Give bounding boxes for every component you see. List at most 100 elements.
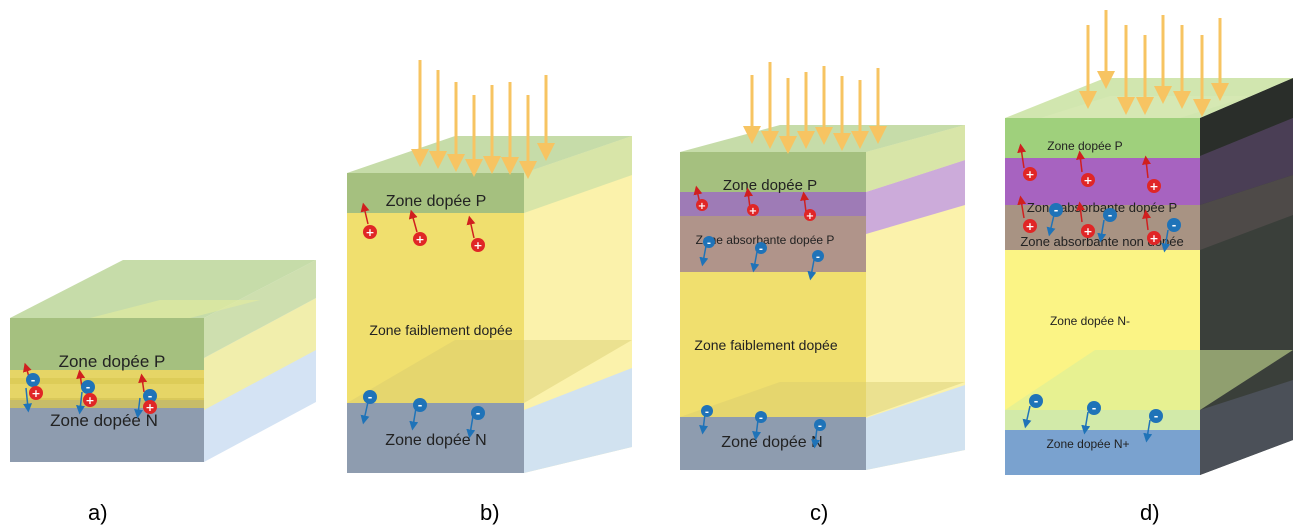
svg-text:+: + [1149,180,1158,193]
caption-a: a) [88,500,108,525]
panel-b-n-zone [347,403,524,473]
svg-text:+: + [365,226,374,239]
panel-a-n-label: Zone dopée N [50,411,158,430]
electron-icon: - [1087,401,1101,415]
svg-text:-: - [816,252,820,263]
panel-d-nminus-label: Zone dopée N- [1050,314,1130,328]
caption-b: b) [480,500,500,525]
panel-a-p-label: Zone dopée P [59,352,166,371]
electron-icon: - [363,390,377,404]
electron-icon: - [701,405,713,418]
svg-text:+: + [1025,220,1034,233]
hole-icon: + [143,400,157,414]
svg-text:+: + [1083,174,1092,187]
electron-icon: - [1029,394,1043,408]
hole-icon: + [1023,167,1037,181]
svg-text:-: - [1092,402,1097,415]
svg-text:-: - [1154,410,1159,423]
panel-b-mid-zone [347,213,524,403]
electron-icon: - [755,411,767,424]
svg-text:-: - [148,390,153,403]
svg-text:-: - [1108,209,1113,222]
panel-b-light-arrows [411,60,555,179]
panel-c-n-label: Zone dopée N [721,434,822,451]
panel-b: Zone dopée P Zone faiblement dopée Zone … [347,60,632,473]
hole-icon: + [83,393,97,407]
electron-icon: - [812,250,824,263]
electron-icon: - [814,419,826,432]
panel-c-mid-label: Zone faiblement dopée [694,337,837,353]
svg-text:-: - [86,381,91,394]
svg-text:-: - [1054,204,1059,217]
caption-d: d) [1140,500,1160,525]
panel-b-mid-label: Zone faiblement dopée [369,322,512,338]
svg-text:+: + [1149,232,1158,245]
svg-text:+: + [415,233,424,246]
panel-c: Zone dopée P Zone absorbante dopée P Zon… [680,62,965,470]
panel-b-p-label: Zone dopée P [386,193,487,210]
electron-icon: - [81,380,95,394]
panel-c-light-arrows [743,62,887,154]
svg-text:-: - [705,407,709,418]
panel-a-p-zone [10,318,204,370]
hole-icon: + [1147,231,1161,245]
svg-text:+: + [145,401,154,414]
panel-a-top-face [10,260,316,318]
hole-icon: + [29,386,43,400]
hole-icon: + [471,238,485,252]
svg-text:-: - [818,421,822,432]
svg-text:+: + [749,206,757,217]
panel-d-carriers: + + + + + + - - - - - - [1017,143,1181,443]
electron-icon: - [413,398,427,412]
electron-icon: - [703,236,715,249]
caption-c: c) [810,500,828,525]
panel-c-absorb-zone [680,192,866,216]
panel-c-mid-zone [680,272,866,417]
electron-icon: - [755,242,767,255]
electron-icon: - [1103,208,1117,222]
hole-icon: + [1081,224,1095,238]
panel-d-p-zone [1005,118,1200,158]
electron-icon: - [1049,203,1063,217]
panel-d: Zone dopée P Zone absorbante dopée P Zon… [1005,10,1293,475]
svg-text:+: + [806,211,814,222]
electron-icon: - [26,373,40,387]
panel-a-n-zone [10,400,204,462]
svg-text:+: + [31,387,40,400]
svg-text:+: + [473,239,482,252]
svg-text:-: - [1172,219,1177,232]
panel-a-carriers: - + - + - + [23,362,157,419]
hole-icon: + [1147,179,1161,193]
electron-icon: - [143,389,157,403]
hole-icon: + [804,209,816,222]
svg-text:+: + [85,394,94,407]
panel-c-p-label: Zone dopée P [723,177,817,194]
svg-text:-: - [418,399,423,412]
hole-icon: + [363,225,377,239]
svg-text:-: - [368,391,373,404]
hole-icon: + [747,204,759,217]
electron-icon: - [1149,409,1163,423]
panel-a: Zone dopée P Zone dopée N - + - + - + [10,260,316,462]
panel-d-absorb-p-zone [1005,158,1200,205]
svg-text:-: - [476,407,481,420]
electron-icon: - [471,406,485,420]
panel-d-nplus-label: Zone dopée N+ [1046,437,1129,451]
hole-icon: + [1081,173,1095,187]
svg-text:-: - [1034,395,1039,408]
panel-d-absorb-p-label: Zone absorbante dopée P [1027,200,1177,215]
panel-c-n-zone [680,417,866,470]
svg-text:-: - [759,413,763,424]
svg-text:+: + [1083,225,1092,238]
hole-icon: + [413,232,427,246]
panel-d-nplus-zone [1005,430,1200,475]
hole-icon: + [696,199,708,212]
svg-text:-: - [707,238,711,249]
electron-icon: - [1167,218,1181,232]
panel-d-p-label: Zone dopée P [1047,139,1122,153]
svg-text:+: + [698,201,706,212]
panel-b-carriers: + + + - - - [360,202,485,439]
svg-text:+: + [1025,168,1034,181]
hole-icon: + [1023,219,1037,233]
